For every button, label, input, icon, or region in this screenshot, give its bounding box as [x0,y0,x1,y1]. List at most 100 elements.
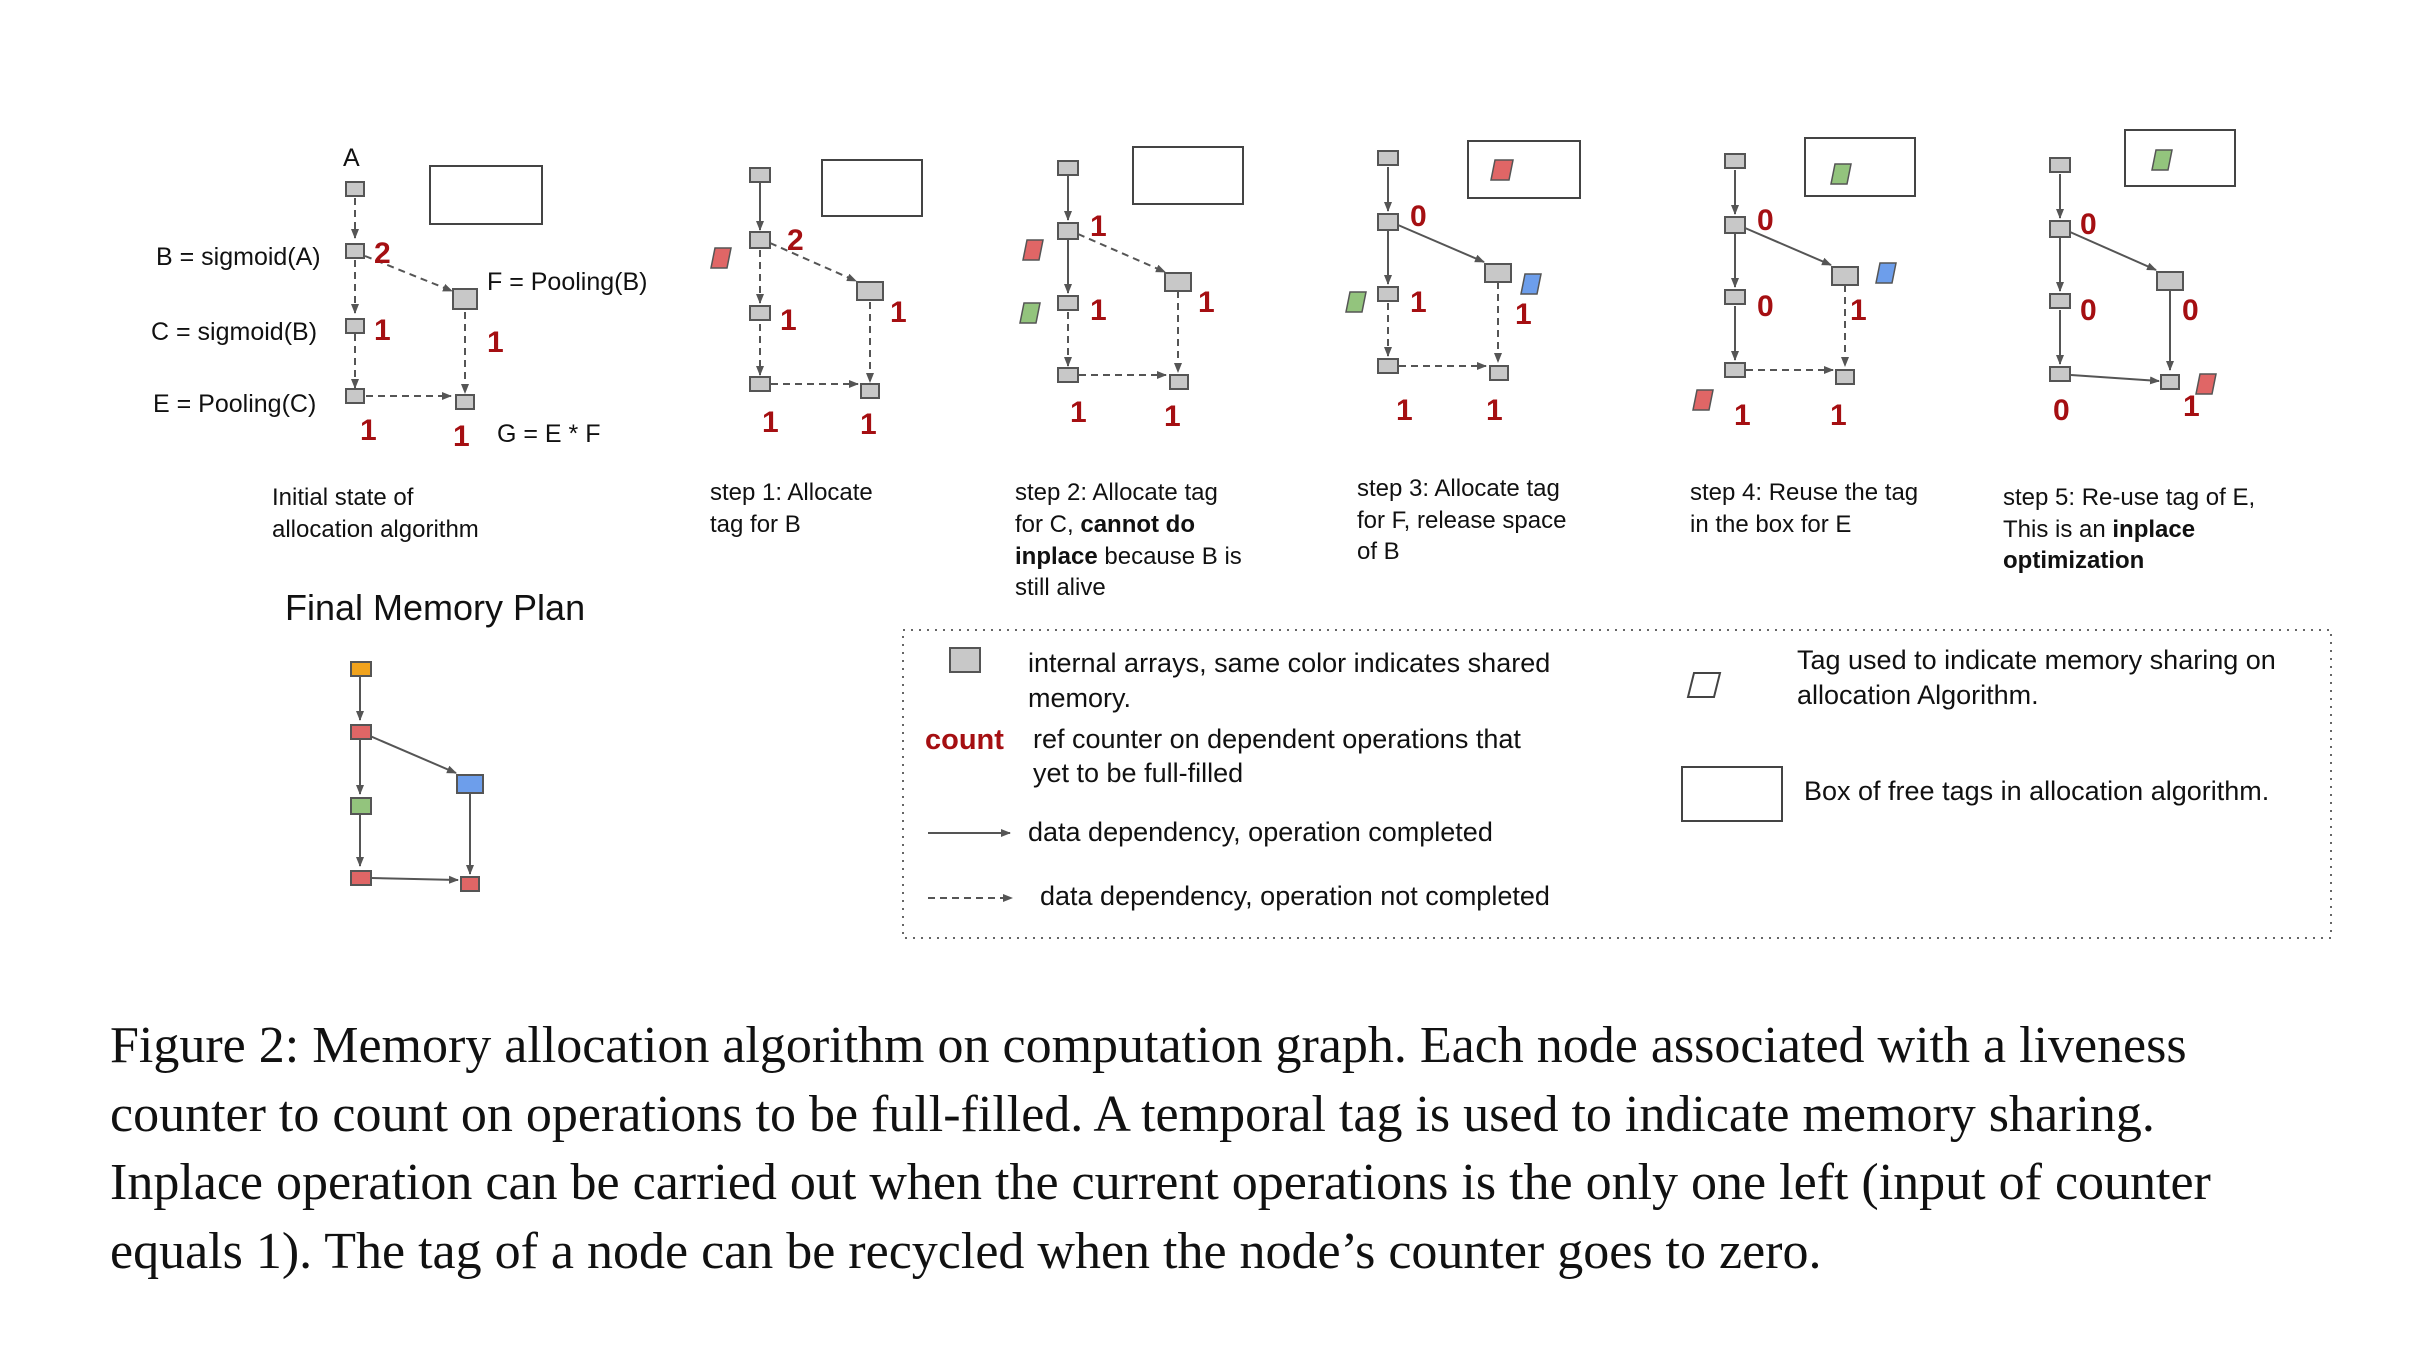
count-g: 1 [860,408,877,441]
legend-box-desc: Box of free tags in allocation algorithm… [1804,776,2269,806]
count-c: 1 [780,304,797,337]
node-g [1835,369,1855,385]
plan-node-f [456,774,484,794]
count-g: 1 [1830,399,1847,432]
node-label-c: C = sigmoid(B) [151,318,317,346]
node-a [1057,160,1079,176]
count-c: 0 [2080,294,2097,327]
count-g: 1 [453,420,470,453]
count-b: 0 [1757,204,1774,237]
panel-caption-line: in the box for E [1690,511,1851,538]
count-c: 1 [1410,286,1427,319]
panel-caption-line: This is an inplace [2003,516,2195,543]
tag-red [1490,159,1514,181]
count-e: 1 [1070,396,1087,429]
count-b: 2 [787,224,804,257]
node-e [2049,366,2071,382]
node-label-e: E = Pooling(C) [153,390,316,418]
panel-caption-line: optimization [2003,547,2144,574]
node-label-b: B = sigmoid(A) [156,243,321,271]
node-c [1724,289,1746,305]
node-g [1169,374,1189,390]
node-b [749,231,771,249]
caption-line: equals 1). The tag of a node can be recy… [110,1222,1822,1280]
legend: internal arrays, same color indicates sh… [902,629,2332,939]
node-g [860,383,880,399]
node-e [1377,358,1399,374]
node-f [1164,272,1192,292]
tag-green [1019,302,1041,324]
node-a [749,167,771,183]
panel-caption-line: for C, cannot do [1015,511,1195,538]
panel-step-1: 2 1 1 1 1 step 1: Allocate tag for B [710,159,923,538]
node-c [1057,295,1079,311]
plan-node-c [350,797,372,815]
count-f: 0 [2182,294,2199,327]
node-f [2156,271,2184,291]
panel-caption-line: step 3: Allocate tag [1357,475,1560,502]
node-e [1057,367,1079,383]
node-c [2049,293,2071,309]
panel-step-3: 0 1 1 1 1 step 3: Allocate tag for F, re… [1345,140,1581,565]
tag-green [1830,163,1852,185]
node-f [1831,266,1859,286]
panel-caption-line: step 4: Reuse the tag [1690,479,1918,506]
tag-red [2195,373,2217,395]
panel-caption-line: tag for B [710,511,801,538]
legend-node-swatch [949,647,981,673]
count-e: 1 [762,406,779,439]
legend-count-desc: yet to be full-filled [1033,758,1243,788]
legend-internal-arrays: memory. [1028,683,1131,713]
node-c [749,305,771,321]
node-b [1377,213,1399,231]
tag-green [2151,149,2173,171]
free-tag-box [2124,129,2236,187]
count-b: 2 [374,237,391,270]
node-g [1489,365,1509,381]
caption-line: Inplace operation can be carried out whe… [110,1154,2211,1211]
count-b: 1 [1090,210,1107,243]
tag-red [1692,389,1714,411]
node-f [1484,263,1512,283]
panel-caption-line: of B [1357,538,1400,565]
node-b [345,243,365,259]
count-c: 1 [1090,294,1107,327]
plan-node-b [350,724,372,740]
count-b: 0 [1410,200,1427,233]
node-b [1057,222,1079,240]
node-a [1724,153,1746,169]
final-plan-title: Final Memory Plan [285,587,585,628]
panel-caption-line: for F, release space [1357,507,1566,534]
free-tag-box [821,159,923,217]
node-label-f: F = Pooling(B) [487,268,648,296]
count-g: 1 [2183,390,2200,423]
panel-step-2: 1 1 1 1 1 step 2: Allocate tag for C, ca… [1015,146,1244,601]
node-g [455,394,475,410]
count-e: 1 [360,414,377,447]
tag-red [710,247,732,269]
node-label-a: A [343,144,360,172]
panel-step-5: 0 0 0 0 1 step 5: Re-use tag of E, This … [2003,129,2255,574]
plan-node-g [460,876,480,892]
tag-red [1022,239,1044,261]
plan-node-a [350,661,372,677]
tag-green [1345,291,1367,313]
count-c: 0 [1757,290,1774,323]
count-e: 0 [2053,394,2070,427]
legend-tag-desc: allocation Algorithm. [1797,680,2039,710]
legend-frame [902,629,2332,939]
panel-caption-line: inplace because B is [1015,543,1242,570]
count-f: 1 [1850,294,1867,327]
node-a [345,181,365,197]
count-g: 1 [1486,394,1503,427]
count-f: 1 [890,296,907,329]
node-e [345,388,365,404]
count-b: 0 [2080,208,2097,241]
count-f: 1 [1198,286,1215,319]
panel-caption-line: Initial state of [272,484,414,511]
legend-tag-desc: Tag used to indicate memory sharing on [1797,645,2276,675]
node-e [749,376,771,392]
panel-caption-line: step 1: Allocate [710,479,873,506]
count-f: 1 [1515,298,1532,331]
panel-caption-line: step 2: Allocate tag [1015,479,1218,506]
